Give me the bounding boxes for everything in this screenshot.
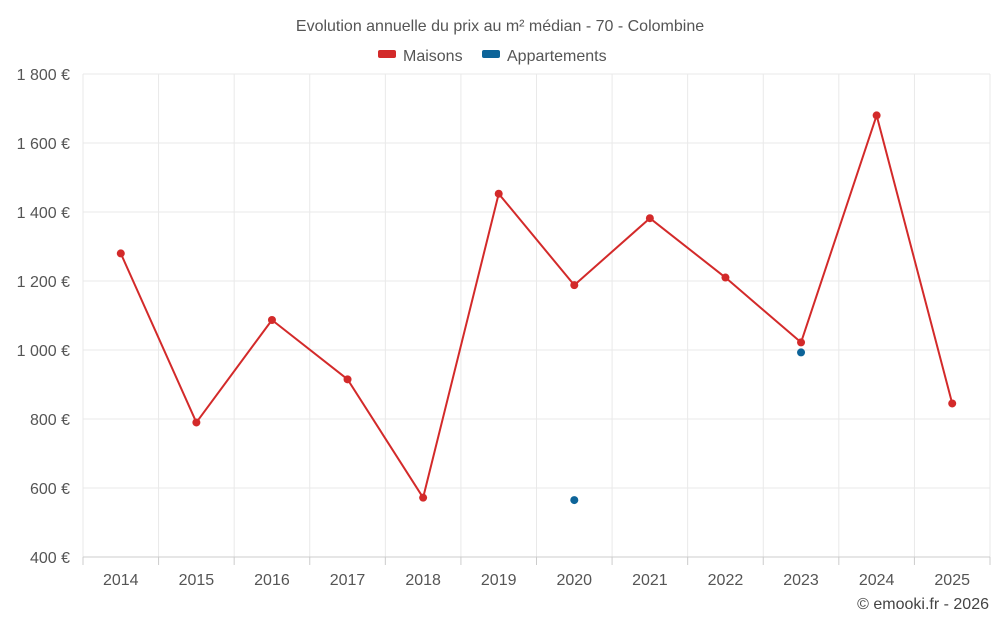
data-point-maisons-2018 <box>419 493 428 502</box>
x-tick-label: 2024 <box>859 572 895 589</box>
data-point-maisons-2015 <box>192 418 201 427</box>
data-point-maisons-2023 <box>797 338 806 347</box>
data-point-maisons-2025 <box>948 399 957 408</box>
series-line-maisons <box>119 114 954 499</box>
data-point-maisons-2020 <box>570 281 579 290</box>
x-tick-label: 2021 <box>632 572 668 589</box>
y-tick-label: 1 400 € <box>17 205 70 222</box>
legend-swatch-appartements <box>482 50 500 58</box>
data-point-appartements-2023 <box>797 348 806 357</box>
y-tick-label: 1 800 € <box>17 67 70 84</box>
x-tick-label: 2025 <box>934 572 970 589</box>
y-tick-label: 400 € <box>30 550 70 567</box>
legend: Maisons Appartements <box>378 48 607 65</box>
x-tick-label: 2015 <box>179 572 215 589</box>
y-tick-label: 1 000 € <box>17 343 70 360</box>
y-tick-label: 1 600 € <box>17 136 70 153</box>
x-tick-label: 2016 <box>254 572 290 589</box>
grid <box>82 73 991 557</box>
data-point-maisons-2022 <box>721 273 730 282</box>
data-point-maisons-2019 <box>494 189 503 198</box>
data-point-maisons-2021 <box>645 214 654 223</box>
data-point-maisons-2017 <box>343 375 352 384</box>
y-tick-label: 1 200 € <box>17 274 70 291</box>
x-tick-label: 2014 <box>103 572 139 589</box>
y-tick-label: 600 € <box>30 481 70 498</box>
legend-item-maisons[interactable]: Maisons <box>378 48 463 65</box>
x-tick-label: 2018 <box>405 572 441 589</box>
data-point-maisons-2016 <box>267 315 276 324</box>
data-point-maisons-2024 <box>872 111 881 120</box>
legend-swatch-maisons <box>378 50 396 58</box>
x-tick-label: 2017 <box>330 572 366 589</box>
axes: 400 € 600 € 800 € 1 000 € 1 200 € 1 400 € 1 60… <box>17 67 991 589</box>
chart-title: Evolution annuelle du prix au m² médian … <box>296 18 704 35</box>
credit-text: © emooki.fr - 2026 <box>857 596 989 613</box>
series <box>116 111 957 505</box>
x-tick-label: 2020 <box>556 572 592 589</box>
x-tick-label: 2019 <box>481 572 517 589</box>
legend-label-maisons: Maisons <box>403 48 463 65</box>
legend-item-appartements[interactable]: Appartements <box>482 48 607 65</box>
x-tick-label: 2022 <box>708 572 744 589</box>
data-point-appartements-2020 <box>570 496 579 505</box>
x-tick-label: 2023 <box>783 572 819 589</box>
legend-label-appartements: Appartements <box>507 48 607 65</box>
y-tick-label: 800 € <box>30 412 70 429</box>
data-point-maisons-2014 <box>116 249 125 258</box>
